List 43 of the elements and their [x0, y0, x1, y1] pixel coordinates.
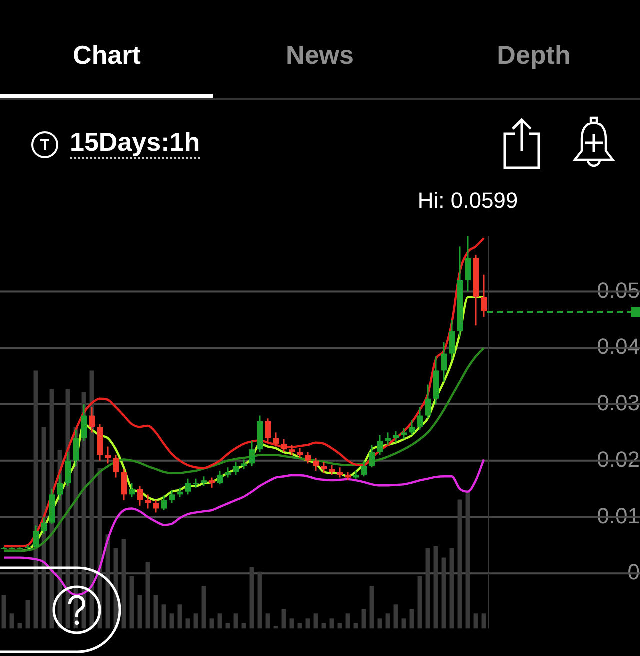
bar [434, 546, 438, 629]
annotation: Hi: 0.0599 [418, 188, 518, 214]
bar [442, 558, 446, 629]
bar [258, 572, 262, 629]
bar [10, 614, 14, 629]
bar [194, 614, 198, 629]
bar [282, 609, 286, 629]
bar [386, 614, 390, 629]
bar [130, 576, 134, 629]
text: News [286, 40, 354, 71]
bar [450, 548, 454, 629]
bar [458, 500, 462, 629]
bar [370, 586, 374, 629]
bar [394, 604, 398, 629]
bar [266, 614, 270, 629]
bar [26, 600, 30, 629]
bar [178, 604, 182, 629]
bar [410, 609, 414, 629]
bar [346, 614, 350, 629]
chart-title: 15Days:1h [70, 127, 200, 159]
bar [466, 492, 470, 629]
bar [234, 614, 238, 629]
bar [474, 614, 478, 629]
bar [162, 604, 166, 629]
bar [2, 594, 6, 629]
bar [218, 614, 222, 629]
bar [138, 594, 142, 629]
line-series [2, 458, 486, 596]
bar [426, 548, 430, 629]
bar [482, 614, 486, 629]
bar [362, 609, 366, 629]
line-series [2, 347, 486, 552]
bar [146, 562, 150, 629]
line-series [2, 237, 486, 548]
bar [170, 614, 174, 629]
bar [314, 614, 318, 629]
bar [250, 567, 254, 629]
text: Chart [73, 40, 141, 71]
bar [418, 576, 422, 629]
text: Depth [497, 40, 571, 71]
bar [154, 594, 158, 629]
bar [122, 539, 126, 629]
bar [202, 586, 206, 629]
